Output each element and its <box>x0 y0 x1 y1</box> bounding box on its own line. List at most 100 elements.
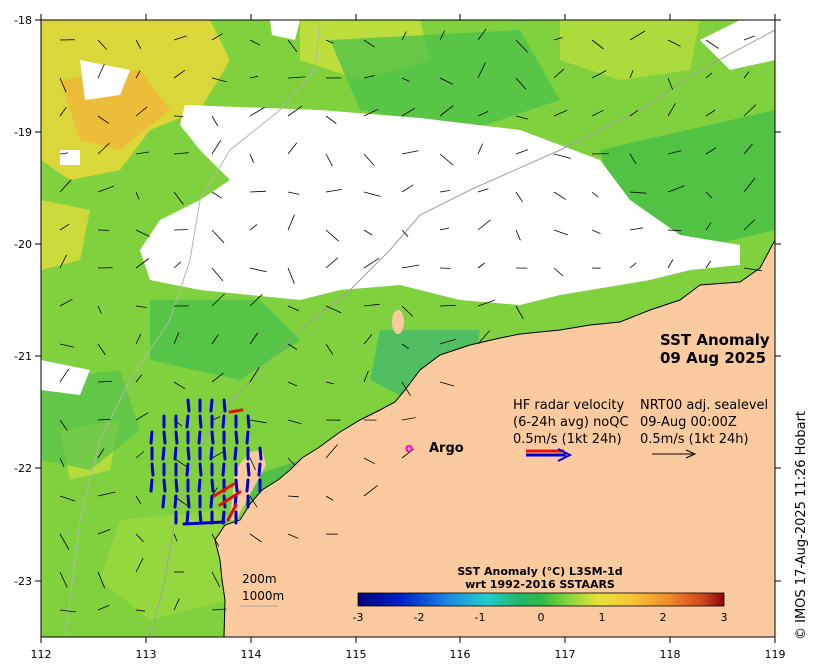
model-current-arrow <box>477 111 489 117</box>
colorbar-scale <box>357 592 725 607</box>
model-current-arrow <box>135 412 149 421</box>
model-current-arrow <box>363 485 378 497</box>
model-current-arrow <box>135 609 146 612</box>
model-current-arrow <box>477 330 490 345</box>
model-current-arrow <box>249 294 263 307</box>
model-current-arrow <box>173 332 180 345</box>
model-current-arrow <box>705 109 716 117</box>
model-current-arrow <box>287 76 306 79</box>
colorbar-tick: -3 <box>353 611 364 624</box>
model-current-arrow <box>477 62 486 79</box>
model-current-arrow <box>173 381 186 390</box>
sst-field-layer <box>41 20 775 637</box>
model-current-arrow <box>629 191 647 194</box>
model-current-arrow <box>97 185 115 193</box>
model-current-arrow <box>629 30 646 41</box>
nrt-sealevel-legend: NRT00 adj. sealevel 09-Aug 00:00Z 0.5m/s… <box>640 398 768 459</box>
model-current-arrow <box>249 495 258 508</box>
model-current-arrow <box>97 63 105 79</box>
model-current-arrow <box>591 191 599 198</box>
model-current-arrow <box>59 571 68 588</box>
model-current-arrow <box>59 298 73 307</box>
model-current-arrow <box>705 260 712 269</box>
hf-legend-line3: 0.5m/s (1kt 24h) <box>513 432 622 447</box>
hf-radar-arrow <box>198 462 203 477</box>
hf-radar-arrow <box>245 430 250 445</box>
model-current-arrow <box>325 381 334 385</box>
model-current-arrow <box>211 334 219 345</box>
model-current-arrow <box>287 419 302 425</box>
model-current-arrow <box>401 305 414 317</box>
model-current-arrow <box>211 139 222 155</box>
hf-radar-arrow <box>222 446 227 461</box>
model-current-arrow <box>135 70 141 79</box>
model-current-arrow <box>705 72 713 79</box>
model-current-arrow <box>97 448 105 459</box>
model-current-arrow <box>287 495 299 498</box>
lon-tick-label: 119 <box>765 648 786 661</box>
model-current-arrow <box>743 267 762 272</box>
model-current-arrow <box>705 147 717 155</box>
model-current-arrow <box>401 448 414 459</box>
model-current-arrow <box>173 115 184 117</box>
model-current-arrow <box>667 185 685 193</box>
hf-radar-arrow-alt <box>226 503 238 522</box>
model-current-arrow <box>363 370 369 383</box>
hf-radar-arrow-alt <box>228 408 244 414</box>
model-current-arrow <box>249 332 259 345</box>
model-current-arrow <box>97 529 111 535</box>
model-current-arrow <box>135 39 142 49</box>
model-current-arrow <box>515 39 528 53</box>
isobath-200m-label: 200m <box>242 572 277 586</box>
colorbar: SST Anomaly (°C) L3SM-1d wrt 1992-2016 S… <box>353 565 728 624</box>
model-current-arrow <box>553 68 565 79</box>
model-current-arrow <box>211 533 220 547</box>
model-current-arrow <box>363 75 375 79</box>
colorbar-tick: 3 <box>721 611 728 624</box>
colorbar-tick: 2 <box>660 611 667 624</box>
model-current-arrow <box>211 191 223 199</box>
model-current-arrow <box>211 451 224 459</box>
lon-tick-label: 114 <box>241 648 262 661</box>
hf-radar-arrow <box>197 430 202 445</box>
model-current-arrow <box>249 267 267 273</box>
hf-radar-arrow <box>150 462 155 477</box>
colorbar-tick: -2 <box>414 611 425 624</box>
model-current-arrow <box>667 77 673 90</box>
model-current-arrow <box>325 305 342 314</box>
model-current-arrow <box>667 39 681 47</box>
model-current-arrow <box>515 305 524 320</box>
model-current-arrow <box>401 343 409 350</box>
model-current-arrow <box>287 343 298 350</box>
model-current-arrow <box>287 457 296 466</box>
hf-radar-arrow <box>185 414 190 429</box>
model-current-arrow <box>135 451 145 459</box>
model-current-arrows <box>59 28 762 613</box>
lat-tick-label: -20 <box>14 238 32 251</box>
hf-radar-arrow <box>198 414 203 429</box>
hf-radar-arrow <box>174 430 179 445</box>
hf-radar-arrow <box>173 446 178 461</box>
model-current-arrow <box>325 153 333 167</box>
model-current-arrow <box>401 381 411 397</box>
model-current-arrow <box>705 39 719 49</box>
isobath-1000m-line <box>64 20 321 637</box>
model-current-arrow <box>553 267 564 277</box>
model-current-arrow <box>173 261 182 269</box>
model-current-arrow <box>553 153 571 159</box>
model-current-arrow <box>439 190 451 193</box>
hf-radar-arrow <box>197 478 202 493</box>
model-current-arrow <box>325 343 334 355</box>
hf-radar-arrow <box>210 430 215 445</box>
model-current-arrow <box>325 495 334 501</box>
credit-text: © IMOS 17-Aug-2025 11:26 Hobart <box>794 410 809 640</box>
model-current-arrow <box>667 103 676 117</box>
model-current-arrow <box>287 381 298 387</box>
lat-tick-label: -19 <box>14 126 32 139</box>
model-current-arrow <box>401 77 410 82</box>
model-current-arrow <box>135 229 150 237</box>
hf-radar-arrow <box>174 478 179 493</box>
hf-radar-arrow <box>245 478 250 493</box>
colorbar-tick: 0 <box>538 611 545 624</box>
